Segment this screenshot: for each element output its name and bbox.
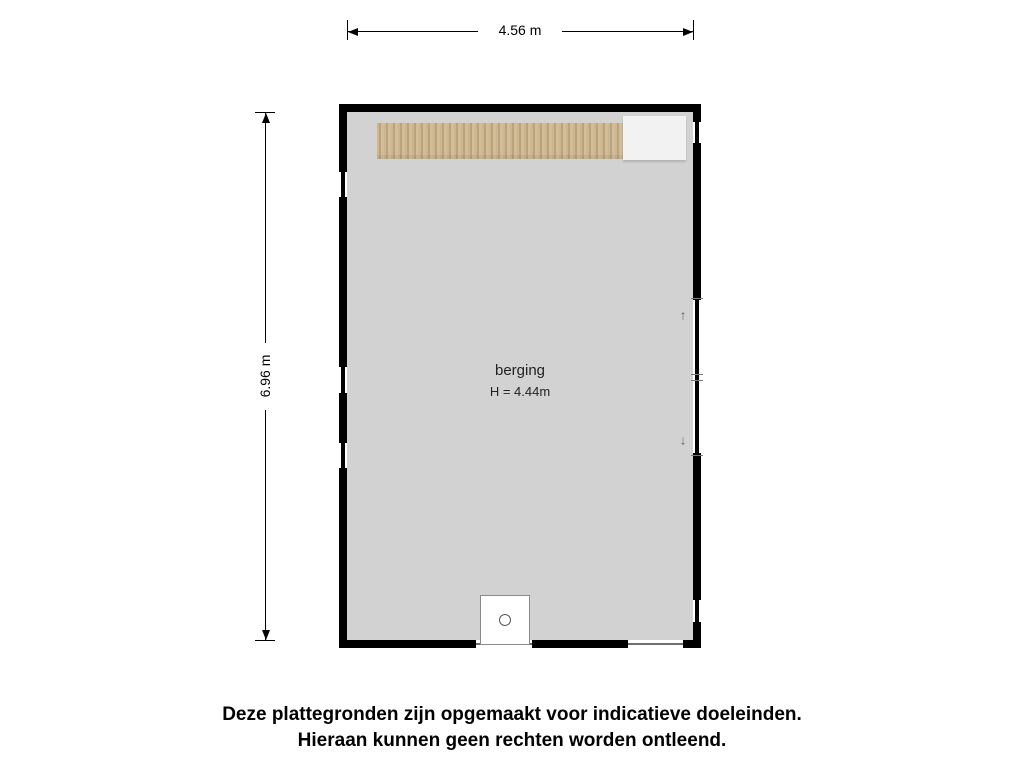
wall-left-seg: [339, 393, 347, 443]
wall-right-thin: [695, 122, 699, 143]
wall-left-thin: [341, 443, 345, 468]
disclaimer-line-2: Hieraan kunnen geen rechten worden ontle…: [0, 728, 1024, 754]
appliance-box: [623, 116, 686, 160]
wall-left-seg: [339, 197, 347, 367]
disclaimer-line-1: Deze plattegronden zijn opgemaakt voor i…: [0, 702, 1024, 728]
wall-right-thin: [695, 300, 699, 453]
room-height-text: H = 4.44m: [490, 384, 550, 399]
disclaimer: Deze plattegronden zijn opgemaakt voor i…: [0, 702, 1024, 753]
wall-right-seg: [693, 143, 701, 300]
wood-shelf: [377, 123, 623, 159]
dim-height-tick-bottom: [255, 640, 275, 641]
wall-left-thin: [341, 367, 345, 393]
sliding-door-tick: [691, 374, 703, 375]
fixture-drain-icon: [499, 614, 511, 626]
dim-height-line-bottom: [265, 410, 266, 640]
sliding-door-tick: [691, 455, 703, 456]
room-name: berging: [495, 362, 545, 379]
dim-width-label: 4.56 m: [493, 22, 548, 38]
wall-right-seg: [693, 453, 701, 600]
dim-width-line-left: [348, 31, 478, 32]
sliding-door-arrow-up-icon: ↑: [680, 309, 687, 322]
wall-right-thin: [695, 600, 699, 622]
wall-left-thin: [341, 172, 345, 197]
sliding-door-arrow-down-icon: ↓: [680, 434, 687, 447]
dim-height-line-top: [265, 113, 266, 343]
door-threshold: [628, 643, 683, 645]
wall-right-seg: [693, 622, 701, 648]
dim-height-label: 6.96 m: [257, 349, 273, 404]
dim-width-tick-right: [693, 20, 694, 40]
dim-width-line-right: [562, 31, 693, 32]
wall-right-seg: [693, 104, 701, 122]
sliding-door-tick: [691, 380, 703, 381]
floorplan-canvas: 4.56 m 6.96 m ↑ ↓ berging H = 4.44m: [0, 0, 1024, 768]
sliding-door-tick: [691, 298, 703, 299]
wall-top: [339, 104, 701, 112]
wall-left-seg: [339, 104, 347, 172]
wall-left-seg: [339, 468, 347, 648]
